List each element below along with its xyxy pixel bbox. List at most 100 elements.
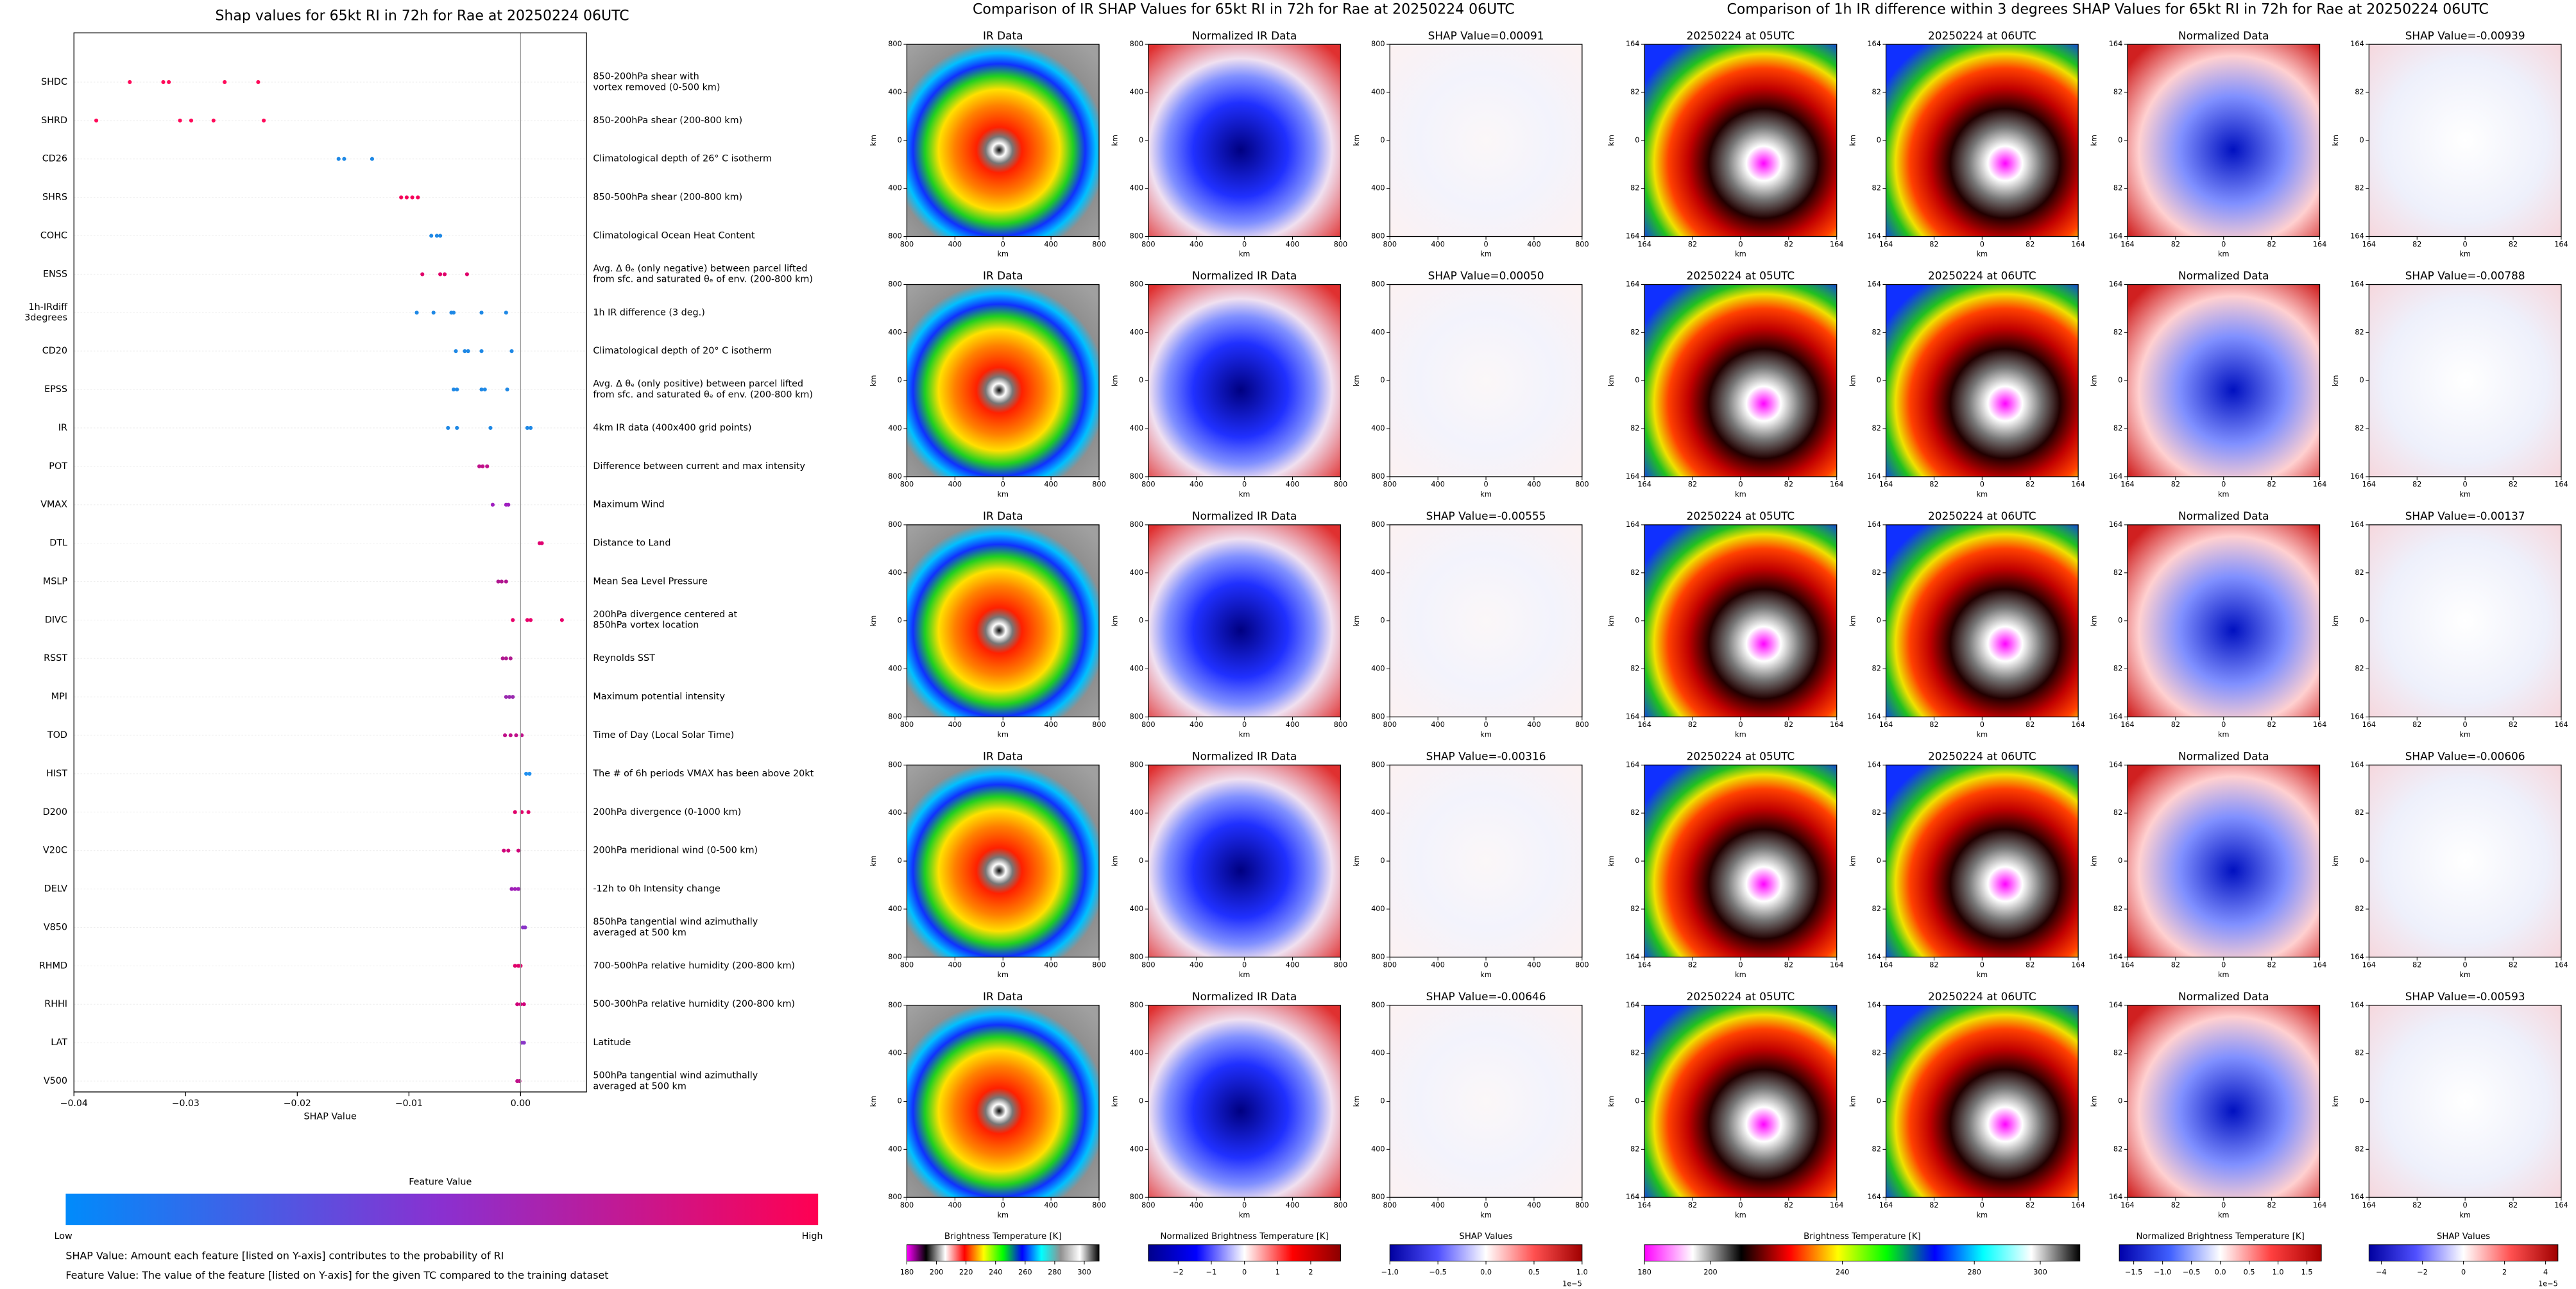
y-tick-label: 164 bbox=[1626, 280, 1639, 289]
colorbar-offset: 1e−5 bbox=[1562, 1279, 1582, 1288]
x-tick-label: 0 bbox=[2221, 240, 2226, 248]
x-tick-label: 164 bbox=[1637, 240, 1651, 248]
shap-point bbox=[420, 272, 425, 277]
y-tick-label: 400 bbox=[1130, 1145, 1143, 1153]
y-axis-label: km bbox=[1607, 375, 1616, 386]
x-tick-label: 800 bbox=[1092, 240, 1105, 248]
y-axis-label: km bbox=[2090, 615, 2099, 626]
y-tick-label: 0 bbox=[1380, 1097, 1385, 1105]
y-tick-label: 800 bbox=[888, 280, 901, 289]
y-axis-label: km bbox=[1848, 855, 1857, 866]
x-tick-label: 82 bbox=[2026, 1201, 2034, 1209]
feature-description: Mean Sea Level Pressure bbox=[593, 576, 708, 586]
image bbox=[1148, 284, 1341, 477]
y-tick-label: 400 bbox=[888, 808, 901, 817]
shap-point bbox=[516, 887, 521, 891]
colorbar bbox=[1148, 1244, 1341, 1262]
x-tick-label: 400 bbox=[1190, 1201, 1203, 1209]
x-tick-label: 0 bbox=[1980, 721, 1984, 729]
footnote: SHAP Value: Amount each feature [listed … bbox=[65, 1249, 504, 1261]
panel-title: 20250224 at 06UTC bbox=[1928, 990, 2036, 1003]
x-tick-label: 400 bbox=[1190, 240, 1203, 248]
y-tick-label: 164 bbox=[2350, 1193, 2364, 1201]
panel-title: Normalized IR Data bbox=[1192, 269, 1297, 282]
x-tick-label: 82 bbox=[1929, 481, 1938, 489]
shap-point bbox=[451, 311, 456, 315]
shap-point bbox=[211, 118, 216, 123]
panel-title: Normalized Data bbox=[2178, 29, 2269, 42]
image bbox=[1148, 44, 1341, 237]
diff-group-title: Comparison of 1h IR difference within 3 … bbox=[1727, 1, 2489, 17]
shap-point bbox=[513, 964, 517, 968]
y-tick-label: 400 bbox=[1130, 1049, 1143, 1057]
image bbox=[1886, 284, 2079, 477]
y-tick-label: 0 bbox=[1139, 857, 1143, 865]
y-tick-label: 400 bbox=[1371, 88, 1385, 96]
y-tick-label: 800 bbox=[1371, 1001, 1385, 1009]
feature-label: D200 bbox=[43, 807, 67, 817]
x-tick-label: 164 bbox=[1830, 240, 1843, 248]
y-tick-label: 82 bbox=[1872, 184, 1881, 192]
shap-point bbox=[509, 887, 514, 891]
y-axis-label: km bbox=[2332, 1096, 2340, 1107]
shap-point bbox=[189, 118, 194, 123]
colorbar-tick-label: 1 bbox=[1275, 1268, 1280, 1276]
y-tick-label: 164 bbox=[2109, 712, 2122, 721]
shap-point bbox=[515, 1002, 520, 1007]
x-axis-label: km bbox=[1977, 490, 1988, 499]
y-tick-label: 800 bbox=[888, 40, 901, 48]
feature-description: 850-200hPa shear with bbox=[593, 72, 699, 82]
y-tick-label: 82 bbox=[2355, 905, 2364, 913]
y-axis-label: km bbox=[1352, 375, 1361, 386]
image bbox=[907, 524, 1100, 717]
y-tick-label: 0 bbox=[1139, 376, 1143, 384]
feature-description: vortex removed (0-500 km) bbox=[593, 82, 720, 92]
x-tick-label: 0 bbox=[1980, 1201, 1984, 1209]
image bbox=[1148, 765, 1341, 957]
shap-point bbox=[481, 464, 485, 468]
x-tick-label: 164 bbox=[2120, 721, 2134, 729]
x-axis-label: km bbox=[2459, 1211, 2470, 1219]
image bbox=[1390, 524, 1582, 717]
feature-label: V20C bbox=[43, 846, 67, 856]
feature-label: CD26 bbox=[42, 154, 67, 164]
x-tick-label: 164 bbox=[1879, 721, 1893, 729]
colorbar-label: Brightness Temperature [K] bbox=[944, 1232, 1062, 1242]
shap-point bbox=[496, 579, 500, 584]
colorbar-tick-label: 300 bbox=[2033, 1268, 2047, 1276]
colorbar-tick-label: 2 bbox=[1308, 1268, 1313, 1276]
y-tick-label: 0 bbox=[1877, 617, 1881, 625]
y-tick-label: 164 bbox=[1626, 472, 1639, 481]
feature-label: RSST bbox=[44, 653, 67, 663]
feature-description: 200hPa divergence centered at bbox=[593, 610, 737, 620]
x-axis-label: km bbox=[1735, 250, 1746, 259]
y-tick-label: 164 bbox=[2109, 953, 2122, 961]
y-tick-label: 400 bbox=[1371, 808, 1385, 817]
colorbar-tick-label: 0.5 bbox=[1528, 1268, 1540, 1276]
shap-point bbox=[161, 80, 166, 85]
shap-point bbox=[502, 848, 506, 853]
image bbox=[1644, 44, 1837, 237]
y-tick-label: 164 bbox=[1626, 953, 1639, 961]
x-tick-label: 82 bbox=[2509, 240, 2518, 248]
x-tick-label: 400 bbox=[1286, 721, 1299, 729]
y-tick-label: 82 bbox=[1872, 328, 1881, 336]
y-tick-label: 164 bbox=[2350, 40, 2364, 48]
y-axis-label: km bbox=[1111, 375, 1120, 386]
x-tick-label: 0 bbox=[1242, 961, 1247, 969]
shap-point bbox=[540, 541, 544, 545]
panel-title: 20250224 at 05UTC bbox=[1687, 29, 1795, 42]
image bbox=[1644, 765, 1837, 957]
y-tick-label: 400 bbox=[1371, 184, 1385, 192]
y-tick-label: 400 bbox=[1371, 1145, 1385, 1153]
feature-description: averaged at 500 km bbox=[593, 1081, 686, 1091]
y-tick-label: 0 bbox=[1380, 136, 1385, 144]
y-tick-label: 800 bbox=[1371, 40, 1385, 48]
x-tick-label: 800 bbox=[1383, 1201, 1397, 1209]
y-tick-label: 800 bbox=[888, 232, 901, 241]
y-tick-label: 800 bbox=[1130, 1001, 1143, 1009]
x-tick-label: 800 bbox=[1334, 481, 1347, 489]
x-tick-label: 0 bbox=[2463, 240, 2468, 248]
y-tick-label: 800 bbox=[888, 953, 901, 961]
x-tick-label: 82 bbox=[2509, 721, 2518, 729]
